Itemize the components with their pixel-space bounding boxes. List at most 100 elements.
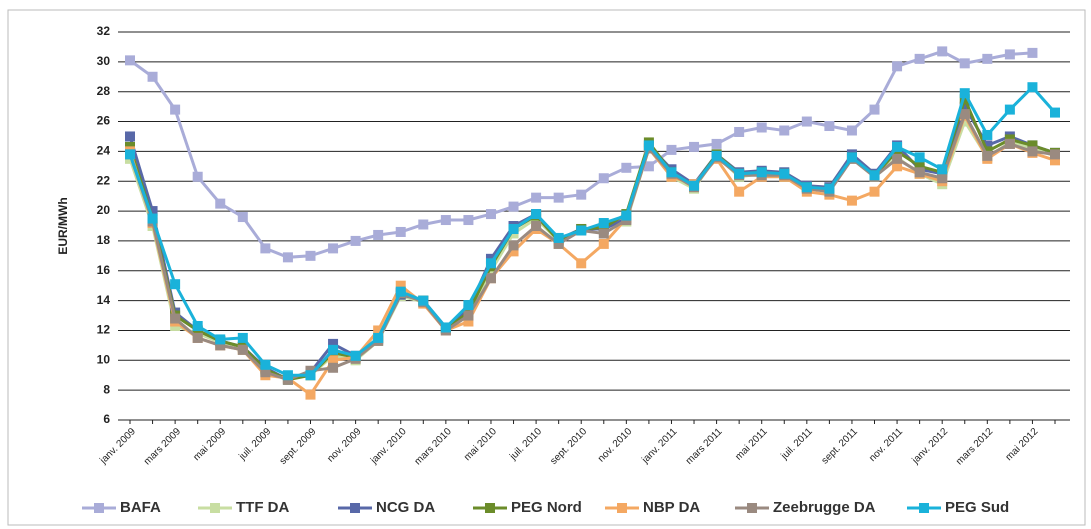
point <box>982 140 993 151</box>
x-tick-label: mai 2012 <box>1004 426 1041 463</box>
series <box>125 94 1060 385</box>
point <box>1050 149 1060 160</box>
point <box>846 195 857 206</box>
point <box>734 186 745 197</box>
legend-label: NBP DA <box>643 499 700 516</box>
x-tick-label: mars 2011 <box>684 426 725 467</box>
point <box>914 53 925 64</box>
x-tick-label: nov. 2009 <box>325 426 364 465</box>
point <box>937 46 948 57</box>
point <box>440 215 451 226</box>
point <box>282 252 293 263</box>
point <box>192 171 203 182</box>
point <box>734 168 745 179</box>
point <box>914 167 925 178</box>
point <box>824 121 835 132</box>
point <box>395 286 406 297</box>
point <box>959 109 970 120</box>
y-tick-label: 22 <box>97 173 111 187</box>
point <box>147 213 158 224</box>
x-tick-label: mars 2010 <box>413 426 454 467</box>
point <box>260 359 271 370</box>
x-tick-label: juil. 2011 <box>779 426 816 463</box>
point <box>1004 49 1015 60</box>
y-tick-label: 8 <box>103 382 110 396</box>
y-tick-label: 18 <box>97 233 111 247</box>
point <box>305 250 316 261</box>
y-tick-label: 24 <box>97 144 111 158</box>
point <box>215 340 226 351</box>
point <box>779 168 790 179</box>
point <box>959 94 970 105</box>
point <box>282 370 293 381</box>
point <box>576 189 587 200</box>
x-tick-label: mai 2010 <box>462 426 499 463</box>
point <box>531 209 542 220</box>
point <box>350 350 361 361</box>
point <box>508 240 519 251</box>
point <box>463 310 474 321</box>
point <box>440 322 451 333</box>
point <box>350 235 361 246</box>
point <box>892 61 903 72</box>
y-tick-label: 28 <box>97 84 111 98</box>
series <box>125 101 1060 385</box>
point <box>937 164 948 175</box>
legend-marker <box>919 503 929 513</box>
legend-label: Zeebrugge DA <box>773 499 876 516</box>
x-tick-label: sept. 2009 <box>278 426 319 467</box>
x-tick-label: nov. 2011 <box>867 426 905 464</box>
series <box>125 82 1060 381</box>
point <box>170 279 181 290</box>
point <box>982 150 993 161</box>
point <box>328 243 339 254</box>
x-tick-label: mai 2009 <box>191 426 228 463</box>
point <box>1004 138 1015 149</box>
point <box>553 192 564 203</box>
point <box>170 313 181 324</box>
point <box>869 170 880 181</box>
x-tick-label: janv. 2012 <box>910 426 951 467</box>
point <box>621 162 632 173</box>
point <box>553 232 564 243</box>
point <box>959 58 970 69</box>
point <box>1027 82 1038 93</box>
point <box>598 218 609 229</box>
point <box>395 280 406 291</box>
point <box>485 258 496 269</box>
point <box>305 389 316 400</box>
legend-label: PEG Sud <box>945 499 1009 516</box>
legend-marker <box>350 503 360 513</box>
legend-marker <box>747 503 757 513</box>
point <box>373 325 384 336</box>
point <box>689 180 700 191</box>
point <box>959 116 970 127</box>
point <box>373 229 384 240</box>
point <box>734 126 745 137</box>
point <box>328 344 339 355</box>
y-tick-label: 10 <box>97 352 111 366</box>
x-tick-label: mai 2011 <box>733 426 770 463</box>
legend-marker <box>617 503 627 513</box>
point <box>666 167 677 178</box>
point <box>508 223 519 234</box>
point <box>598 238 609 249</box>
x-tick-label: juil. 2009 <box>237 426 274 463</box>
point <box>621 210 632 221</box>
frame <box>7 9 1086 526</box>
y-tick-label: 16 <box>97 263 111 277</box>
point <box>576 258 587 269</box>
point <box>711 150 722 161</box>
point <box>463 316 474 327</box>
x-tick-label: janv. 2011 <box>639 426 679 466</box>
series-line <box>128 94 1056 382</box>
point <box>779 125 790 136</box>
point <box>125 131 135 142</box>
point <box>147 206 158 217</box>
point <box>892 161 903 172</box>
point <box>553 238 564 249</box>
point <box>373 332 384 343</box>
y-tick-label: 14 <box>97 293 111 307</box>
point <box>237 212 248 223</box>
legend-label: NCG DA <box>376 499 435 516</box>
